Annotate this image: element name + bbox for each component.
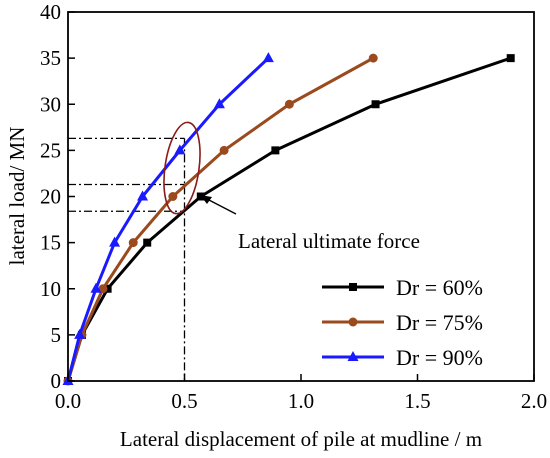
y-tick-label: 0: [51, 369, 62, 393]
y-tick-label: 40: [40, 0, 61, 24]
legend-label: Dr = 60%: [396, 275, 483, 300]
data-point: [506, 54, 515, 63]
data-point: [137, 190, 149, 201]
data-point: [90, 282, 102, 293]
x-axis-title: Lateral displacement of pile at mudline …: [120, 427, 482, 451]
series-line: [66, 57, 270, 382]
x-tick-label: 0.0: [55, 389, 81, 413]
data-point: [213, 98, 225, 109]
legend: Dr = 60% Dr = 75% Dr = 90%: [322, 275, 483, 370]
annotations: Lateral ultimate force: [163, 121, 420, 253]
y-tick-label: 35: [40, 46, 61, 70]
legend-marker: [349, 283, 357, 291]
x-tick-label: 2.0: [521, 389, 547, 413]
y-tick-label: 15: [40, 231, 61, 255]
data-point: [74, 328, 86, 339]
data-point: [371, 100, 380, 109]
legend-label: Dr = 75%: [396, 310, 483, 335]
data-point: [143, 238, 152, 247]
plot-marks: [62, 52, 515, 386]
y-tick-label: 10: [40, 277, 61, 301]
data-point: [128, 238, 138, 248]
y-axis-title: lateral load/ MN: [5, 127, 29, 266]
data-point: [368, 53, 378, 63]
legend-label: Dr = 90%: [396, 345, 483, 370]
data-point: [262, 52, 274, 63]
legend-marker: [348, 317, 358, 327]
y-tick-label: 5: [51, 323, 62, 347]
y-tick-label: 25: [40, 138, 61, 162]
data-point: [174, 144, 186, 155]
data-point: [168, 192, 178, 201]
axis-ticks: 0.0 0.5 1.0 1.5 2.0 0 5 10 15 20 25 30 35 40: [40, 0, 547, 413]
data-point: [284, 99, 294, 109]
x-tick-label: 1.0: [288, 389, 314, 413]
data-point: [103, 284, 112, 293]
annotation-arrowhead: [200, 195, 212, 204]
y-tick-label: 20: [40, 185, 61, 209]
data-point: [98, 284, 108, 294]
annotation-label: Lateral ultimate force: [238, 229, 420, 253]
data-point: [219, 145, 229, 155]
series-line: [66, 56, 374, 382]
y-tick-label: 30: [40, 92, 61, 116]
data-point: [271, 146, 280, 155]
ultimate-ellipse: [163, 121, 201, 215]
x-tick-label: 0.5: [171, 389, 197, 413]
x-tick-label: 1.5: [404, 389, 430, 413]
legend-marker: [347, 351, 359, 361]
data-point: [196, 192, 205, 201]
data-point: [109, 236, 121, 247]
annotation-arrow: [206, 198, 237, 215]
